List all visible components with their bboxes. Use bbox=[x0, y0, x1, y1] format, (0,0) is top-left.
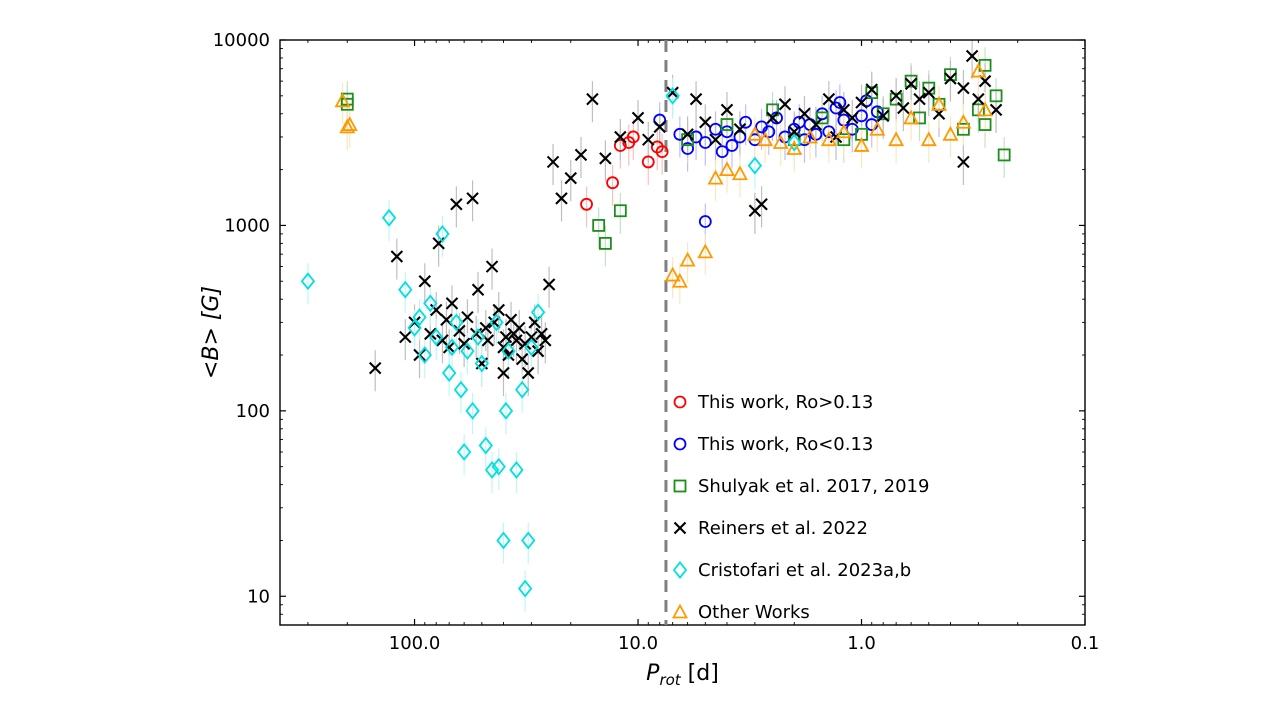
legend-label: This work, Ro<0.13 bbox=[697, 434, 873, 455]
legend-item-this_work_hi: This work, Ro>0.13 bbox=[675, 392, 874, 413]
legend-item-other: Other Works bbox=[674, 602, 810, 623]
svg-text:1.0: 1.0 bbox=[847, 633, 876, 654]
svg-text:1000: 1000 bbox=[224, 215, 270, 236]
legend-label: This work, Ro>0.13 bbox=[697, 392, 873, 413]
series-this_work_hi bbox=[581, 131, 668, 209]
legend-label: Cristofari et al. 2023a,b bbox=[698, 560, 911, 581]
svg-text:10.0: 10.0 bbox=[618, 633, 658, 654]
x-axis-label: Prot [d] bbox=[646, 661, 719, 689]
svg-text:10: 10 bbox=[247, 586, 270, 607]
y-axis-label: <B> [G] bbox=[199, 286, 224, 379]
svg-text:100: 100 bbox=[236, 401, 270, 422]
legend-item-shulyak: Shulyak et al. 2017, 2019 bbox=[675, 476, 930, 497]
scatter-plot: 100.0 10.0 1.0 0.1 10 100 1000 10000 <B> [G] Prot… bbox=[0, 0, 1280, 719]
legend-label: Other Works bbox=[698, 602, 810, 623]
svg-text:100.0: 100.0 bbox=[389, 633, 441, 654]
legend-item-cristofari: Cristofari et al. 2023a,b bbox=[674, 560, 911, 581]
legend-label: Reiners et al. 2022 bbox=[698, 518, 868, 539]
legend-label: Shulyak et al. 2017, 2019 bbox=[698, 476, 929, 497]
legend-item-reiners: Reiners et al. 2022 bbox=[675, 518, 868, 539]
legend-item-this_work_lo: This work, Ro<0.13 bbox=[675, 434, 874, 455]
svg-text:10000: 10000 bbox=[213, 30, 270, 51]
svg-text:0.1: 0.1 bbox=[1071, 633, 1100, 654]
